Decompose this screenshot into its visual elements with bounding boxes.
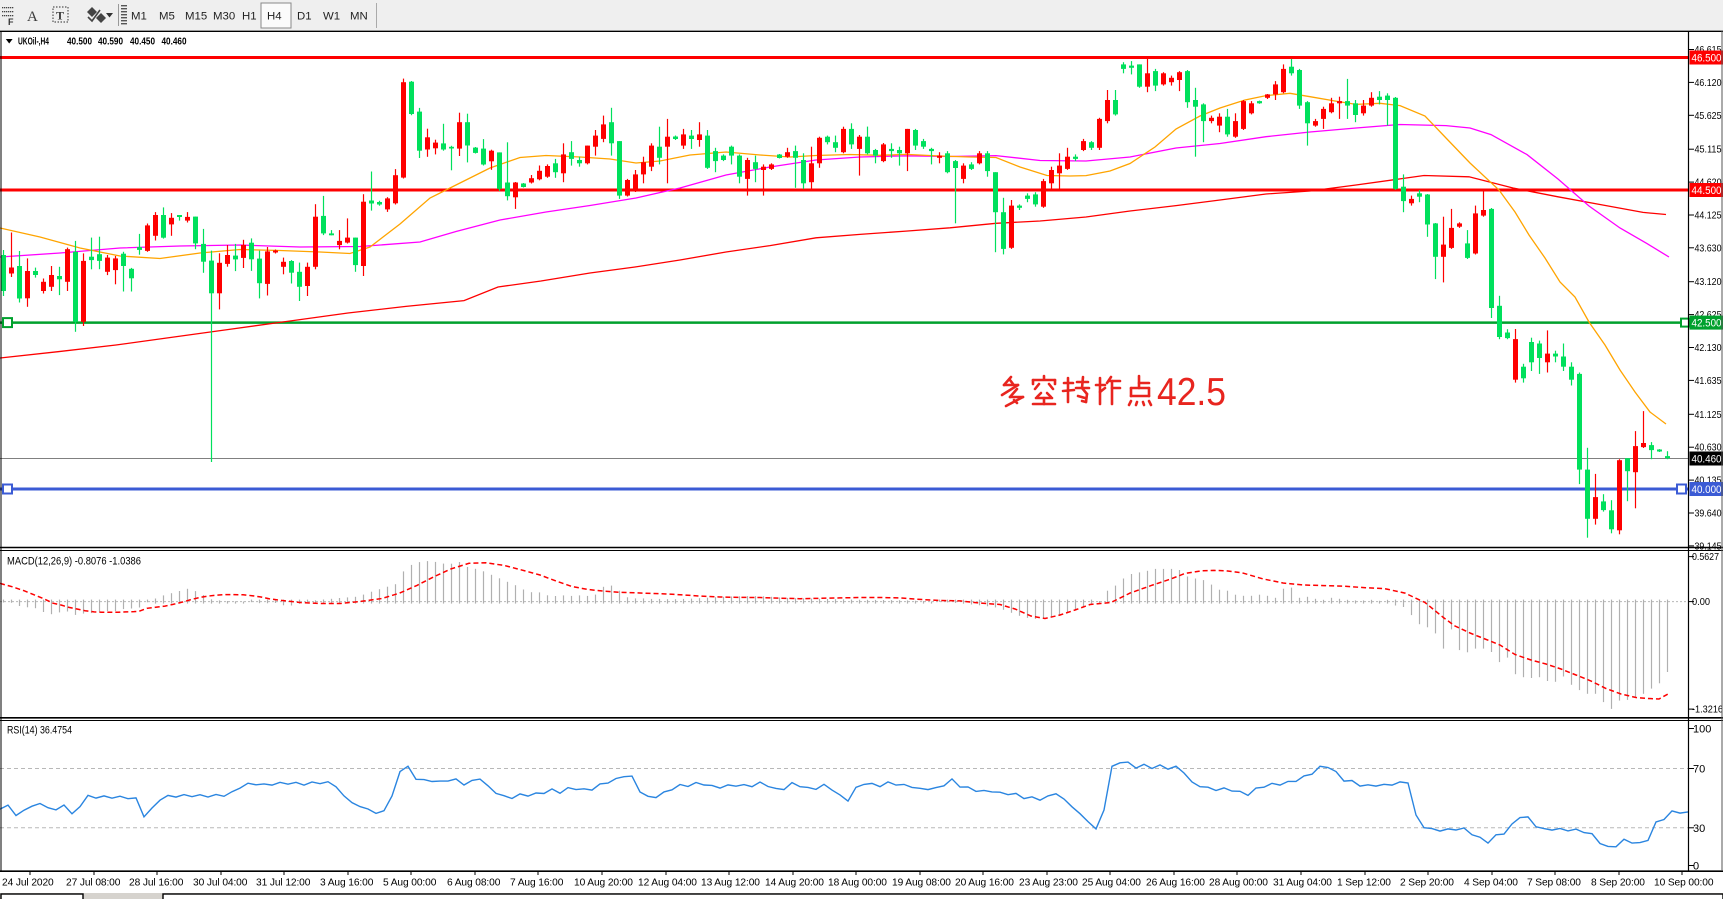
svg-text:41.125: 41.125 [1695,410,1722,421]
svg-text:44.125: 44.125 [1695,211,1722,222]
svg-text:45.115: 45.115 [1695,145,1722,156]
svg-text:43.630: 43.630 [1695,243,1722,254]
svg-text:46.120: 46.120 [1695,78,1722,89]
svg-text:26 Aug 16:00: 26 Aug 16:00 [1146,878,1205,889]
svg-text:RSI(14) 36.4754: RSI(14) 36.4754 [7,725,72,737]
svg-text:46.500: 46.500 [1692,53,1722,65]
svg-text:100: 100 [1693,724,1711,736]
svg-text:27 Jul 08:00: 27 Jul 08:00 [66,878,121,889]
svg-text:42.130: 42.130 [1695,343,1722,354]
svg-text:MN: MN [350,11,368,23]
svg-text:45.625: 45.625 [1695,111,1722,122]
svg-text:6 Aug 08:00: 6 Aug 08:00 [447,878,501,889]
svg-text:M5: M5 [159,11,175,23]
svg-text:13 Aug 12:00: 13 Aug 12:00 [701,878,760,889]
svg-text:T: T [56,9,64,23]
svg-text:42.500: 42.500 [1692,318,1722,330]
svg-text:M30: M30 [213,11,235,23]
svg-text:31 Jul 12:00: 31 Jul 12:00 [256,878,311,889]
svg-text:23 Aug 23:00: 23 Aug 23:00 [1019,878,1078,889]
svg-text:25 Aug 04:00: 25 Aug 04:00 [1082,878,1141,889]
svg-text:40.500: 40.500 [67,36,92,48]
svg-text:30: 30 [1693,823,1705,835]
svg-text:40.460: 40.460 [162,36,187,48]
svg-text:24 Jul 2020: 24 Jul 2020 [2,878,54,889]
svg-text:40.135: 40.135 [1695,476,1722,487]
svg-text:40.450: 40.450 [130,36,155,48]
svg-text:19 Aug 08:00: 19 Aug 08:00 [892,878,951,889]
svg-text:H1: H1 [242,11,257,23]
svg-text:0: 0 [1693,861,1699,873]
svg-text:14 Aug 20:00: 14 Aug 20:00 [765,878,824,889]
svg-text:-1.3216: -1.3216 [1692,705,1723,716]
svg-text:39.640: 39.640 [1695,509,1722,520]
svg-text:7 Aug 16:00: 7 Aug 16:00 [510,878,564,889]
svg-text:5 Aug 00:00: 5 Aug 00:00 [383,878,437,889]
svg-text:0.5627: 0.5627 [1692,552,1719,563]
svg-text:10 Aug 20:00: 10 Aug 20:00 [574,878,633,889]
svg-text:70: 70 [1693,764,1705,776]
svg-text:W1: W1 [323,11,340,23]
svg-text:31 Aug 04:00: 31 Aug 04:00 [1273,878,1332,889]
svg-text:10 Sep 00:00: 10 Sep 00:00 [1654,878,1714,889]
svg-text:40.630: 40.630 [1695,443,1722,454]
svg-text:UKOil-,H4: UKOil-,H4 [18,36,49,48]
svg-text:8 Sep 20:00: 8 Sep 20:00 [1591,878,1645,889]
svg-text:40.000: 40.000 [1692,484,1722,496]
svg-text:42.5: 42.5 [1157,371,1226,414]
svg-text:4 Sep 04:00: 4 Sep 04:00 [1464,878,1518,889]
svg-text:2 Sep 20:00: 2 Sep 20:00 [1400,878,1454,889]
svg-text:H4: H4 [267,11,282,23]
svg-text:F: F [8,17,14,27]
svg-text:44.500: 44.500 [1692,185,1722,197]
svg-text:M1: M1 [131,11,147,23]
svg-text:A: A [27,9,38,25]
svg-text:30 Jul 04:00: 30 Jul 04:00 [193,878,248,889]
svg-text:D1: D1 [297,11,312,23]
svg-text:43.120: 43.120 [1695,277,1722,288]
svg-text:41.635: 41.635 [1695,376,1722,387]
svg-text:3 Aug 16:00: 3 Aug 16:00 [320,878,374,889]
svg-text:0.00: 0.00 [1692,597,1710,608]
svg-text:M15: M15 [185,11,207,23]
svg-text:40.590: 40.590 [98,36,123,48]
svg-text:12 Aug 04:00: 12 Aug 04:00 [638,878,697,889]
svg-text:40.460: 40.460 [1692,454,1722,466]
svg-text:20 Aug 16:00: 20 Aug 16:00 [955,878,1014,889]
svg-text:1 Sep 12:00: 1 Sep 12:00 [1337,878,1391,889]
svg-text:28 Jul 16:00: 28 Jul 16:00 [129,878,184,889]
svg-text:18 Aug 00:00: 18 Aug 00:00 [828,878,887,889]
svg-text:MACD(12,26,9) -0.8076 -1.0386: MACD(12,26,9) -0.8076 -1.0386 [7,556,141,568]
svg-text:28 Aug 00:00: 28 Aug 00:00 [1209,878,1268,889]
svg-text:7 Sep 08:00: 7 Sep 08:00 [1527,878,1581,889]
